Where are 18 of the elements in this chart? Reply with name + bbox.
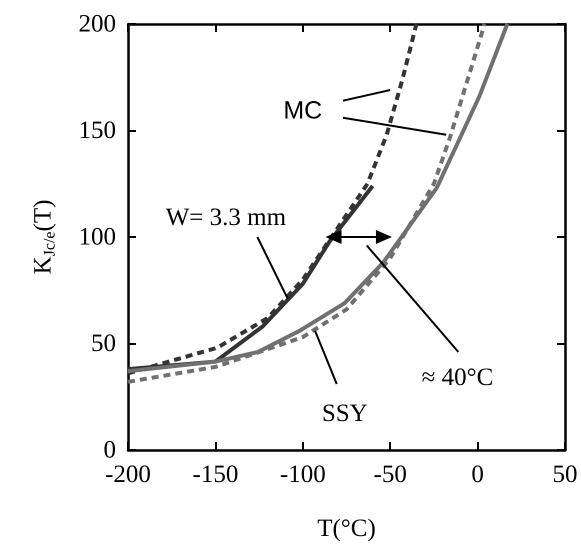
- x-tick-label: -50: [374, 461, 407, 488]
- annotation: W= 3.3 mm: [166, 204, 286, 232]
- y-tick-label: 100: [78, 224, 116, 250]
- x-tick-label: -200: [105, 461, 151, 488]
- annotation: SSY: [322, 400, 368, 428]
- x-tick-label: 50: [552, 461, 578, 488]
- y-tick-label: 200: [78, 10, 116, 38]
- x-tick-label: -100: [280, 461, 326, 488]
- x-tick-label: 0: [471, 461, 484, 488]
- y-tick-label: 50: [91, 330, 116, 357]
- annotation: ≈ 40°C: [422, 364, 494, 392]
- y-tick-label: 150: [78, 117, 116, 144]
- y-axis-title: KJc/e(T): [30, 200, 58, 274]
- x-tick-label: -150: [192, 461, 238, 488]
- y-tick-label: 0: [104, 436, 116, 464]
- x-axis-title: T(°C): [317, 515, 376, 542]
- line-series: [126, 22, 418, 376]
- annotation: MC: [283, 96, 322, 126]
